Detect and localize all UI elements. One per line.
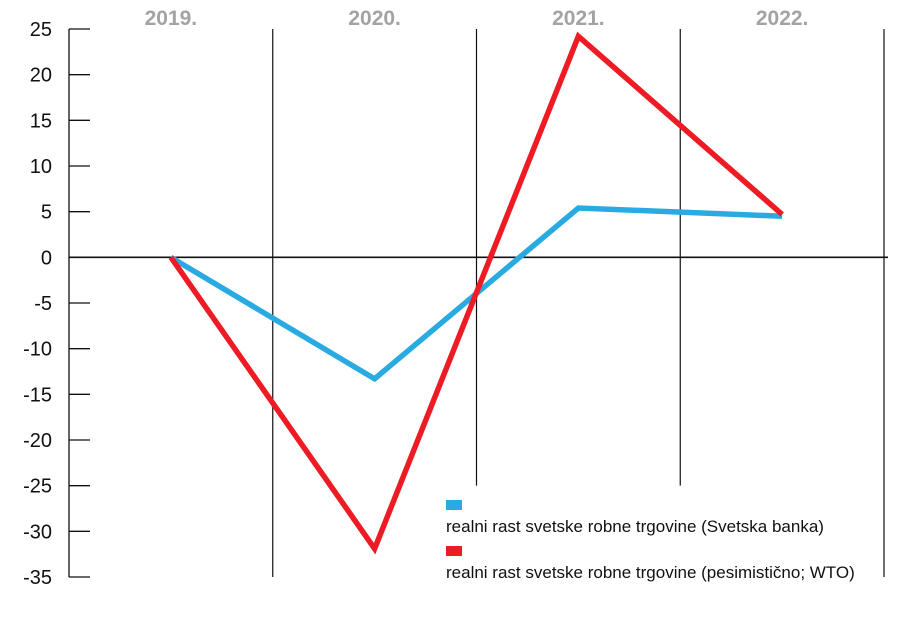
chart-legend: realni rast svetske robne trgovine (Svet… bbox=[446, 500, 855, 592]
x-axis-category-label: 2021. bbox=[552, 7, 605, 30]
y-axis-tick-label: 25 bbox=[30, 19, 52, 41]
y-axis-tick-label: 15 bbox=[30, 110, 52, 132]
x-axis-category-label: 2022. bbox=[756, 7, 809, 30]
x-axis-category-label: 2020. bbox=[348, 7, 401, 30]
legend-label-wto-pessimistic: realni rast svetske robne trgovine (pesi… bbox=[446, 562, 855, 582]
legend-label-world-bank: realni rast svetske robne trgovine (Svet… bbox=[446, 517, 824, 536]
y-axis-tick-label: -20 bbox=[23, 430, 52, 452]
y-axis-tick-label: -10 bbox=[23, 339, 52, 361]
y-axis-tick-label: 10 bbox=[30, 156, 52, 178]
legend-item-world-bank: realni rast svetske robne trgovine (Svet… bbox=[446, 500, 855, 537]
y-axis-tick-label: -30 bbox=[23, 521, 52, 543]
legend-item-wto-pessimistic: realni rast svetske robne trgovine (pesi… bbox=[446, 545, 855, 583]
y-axis-tick-label: 20 bbox=[30, 65, 52, 87]
legend-swatch-world-bank bbox=[446, 500, 462, 510]
x-axis-category-label: 2019. bbox=[145, 7, 198, 30]
y-axis-tick-label: 0 bbox=[41, 247, 52, 269]
y-axis-tick-label: -5 bbox=[34, 293, 52, 315]
y-axis-tick-label: -15 bbox=[23, 384, 52, 406]
legend-swatch-wto-pessimistic bbox=[446, 545, 462, 556]
y-axis-tick-label: 5 bbox=[41, 202, 52, 224]
y-axis-tick-label: -35 bbox=[23, 567, 52, 589]
series-line-wto-pessimistic bbox=[168, 31, 784, 555]
y-axis-tick-label: -25 bbox=[23, 476, 52, 498]
